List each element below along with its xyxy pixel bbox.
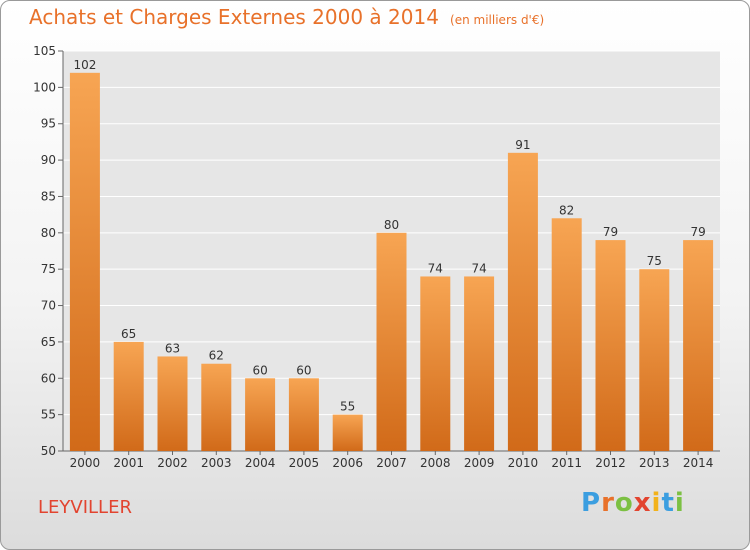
bar <box>332 414 363 451</box>
x-tick-label: 2002 <box>157 456 188 470</box>
bar <box>288 378 319 451</box>
x-tick-label: 2006 <box>332 456 363 470</box>
data-label: 65 <box>121 327 136 341</box>
bar <box>464 276 495 451</box>
bar <box>683 240 714 451</box>
bar <box>245 378 276 451</box>
y-tick-label: 105 <box>33 44 56 58</box>
y-tick-label: 95 <box>41 117 56 131</box>
title-block: Achats et Charges Externes 2000 à 2014 (… <box>29 5 544 29</box>
x-tick-label: 2001 <box>113 456 144 470</box>
logo-letter: t <box>661 488 675 518</box>
bar <box>507 152 538 451</box>
data-label: 74 <box>428 261 443 275</box>
bar <box>376 232 407 451</box>
bar <box>113 341 144 451</box>
data-label: 80 <box>384 218 399 232</box>
proxiti-logo: Proxiti <box>581 488 685 518</box>
data-label: 60 <box>296 363 311 377</box>
y-tick-label: 65 <box>41 335 56 349</box>
chart-unit: (en milliers d'€) <box>450 13 545 27</box>
y-tick-label: 50 <box>41 444 56 458</box>
x-tick-label: 2003 <box>201 456 232 470</box>
y-tick-label: 80 <box>41 226 56 240</box>
data-label: 75 <box>647 254 662 268</box>
data-label: 79 <box>690 225 705 239</box>
bar <box>639 269 670 451</box>
bar <box>595 240 626 451</box>
y-tick-label: 75 <box>41 262 56 276</box>
bar <box>69 72 100 452</box>
data-label: 60 <box>252 363 267 377</box>
x-tick-label: 2011 <box>551 456 582 470</box>
commune-name: LEYVILLER <box>38 497 132 518</box>
data-label: 74 <box>471 261 486 275</box>
x-tick-label: 2005 <box>289 456 320 470</box>
data-label: 55 <box>340 400 355 414</box>
y-tick-label: 55 <box>41 408 56 422</box>
x-tick-label: 2010 <box>508 456 539 470</box>
logo-letter: P <box>581 488 602 518</box>
bar <box>201 363 232 451</box>
bar <box>420 276 451 451</box>
data-label: 79 <box>603 225 618 239</box>
y-tick-label: 60 <box>41 371 56 385</box>
x-tick-label: 2013 <box>639 456 670 470</box>
logo-letter: o <box>614 488 634 518</box>
x-tick-label: 2004 <box>245 456 276 470</box>
chart-title: Achats et Charges Externes 2000 à 2014 <box>29 5 439 29</box>
logo-letter: i <box>674 488 685 518</box>
data-label: 91 <box>515 138 530 152</box>
bar <box>551 218 582 451</box>
x-tick-label: 2014 <box>683 456 714 470</box>
x-tick-label: 2012 <box>595 456 626 470</box>
data-label: 102 <box>73 58 96 72</box>
x-tick-label: 2000 <box>70 456 101 470</box>
data-label: 62 <box>209 349 224 363</box>
x-tick-label: 2007 <box>376 456 407 470</box>
logo-letter: r <box>601 488 615 518</box>
logo-letter: x <box>633 488 652 518</box>
y-tick-label: 85 <box>41 189 56 203</box>
data-label: 82 <box>559 203 574 217</box>
x-tick-label: 2008 <box>420 456 451 470</box>
x-tick-label: 2009 <box>464 456 495 470</box>
y-tick-label: 100 <box>33 80 56 94</box>
bar <box>157 356 188 451</box>
logo-letter: i <box>651 488 662 518</box>
y-tick-label: 90 <box>41 153 56 167</box>
y-tick-label: 70 <box>41 299 56 313</box>
data-label: 63 <box>165 341 180 355</box>
